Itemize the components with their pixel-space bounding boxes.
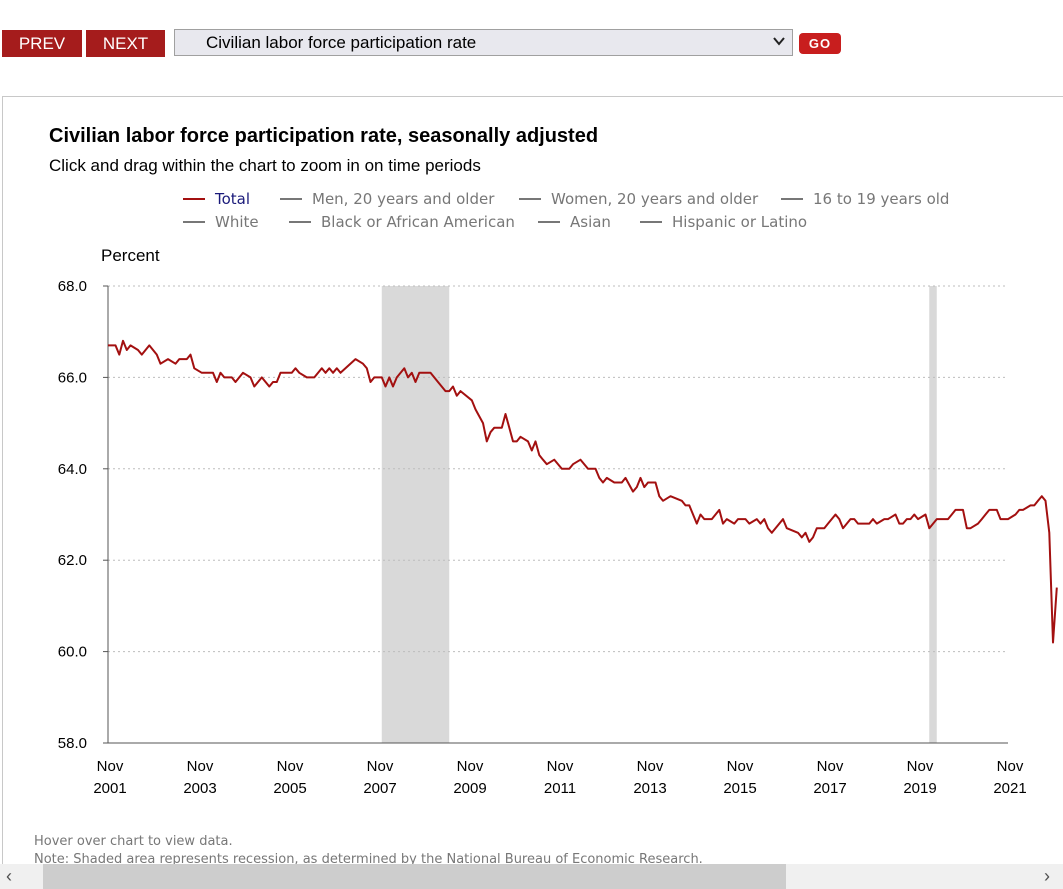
x-tick-month: Nov xyxy=(817,758,844,775)
legend-swatch xyxy=(640,221,662,223)
scrollbar-thumb[interactable] xyxy=(43,864,786,889)
x-tick-year: 2007 xyxy=(363,780,396,797)
line-chart[interactable]: 58.0 60.0 62.0 64.0 66.0 68.0 Nov 2001 Nov 2003 No… xyxy=(0,0,1063,830)
legend-label: Asian xyxy=(570,213,611,231)
series-select-value: Civilian labor force participation rate xyxy=(206,33,477,52)
legend-item-16-19[interactable]: 16 to 19 years old xyxy=(781,190,949,208)
horizontal-scrollbar[interactable]: ‹ › xyxy=(0,864,1063,889)
legend-item-hispanic[interactable]: Hispanic or Latino xyxy=(640,213,807,231)
chart-subtitle: Click and drag within the chart to zoom … xyxy=(49,156,481,175)
x-tick-year: 2005 xyxy=(273,780,306,797)
chevron-right-icon[interactable]: › xyxy=(1044,866,1050,886)
x-tick-month: Nov xyxy=(547,758,574,775)
recession-band xyxy=(929,286,937,743)
chart-title: Civilian labor force participation rate,… xyxy=(49,125,599,147)
legend-swatch xyxy=(183,198,205,200)
legend-swatch xyxy=(289,221,311,223)
x-tick-year: 2021 xyxy=(993,780,1026,797)
legend-item-women[interactable]: Women, 20 years and older xyxy=(519,190,758,208)
series-line-total xyxy=(108,339,1058,644)
x-tick-month: Nov xyxy=(277,758,304,775)
series-select[interactable]: Civilian labor force participation rate xyxy=(174,29,793,56)
x-tick-month: Nov xyxy=(727,758,754,775)
x-tick-month: Nov xyxy=(367,758,394,775)
y-tick-label: 58.0 xyxy=(58,735,87,752)
legend-label: Women, 20 years and older xyxy=(551,190,759,208)
x-tick-month: Nov xyxy=(457,758,484,775)
chart-panel xyxy=(2,96,1063,876)
chevron-left-icon[interactable]: ‹ xyxy=(6,866,12,886)
legend-item-total[interactable]: Total xyxy=(183,190,250,208)
legend-swatch xyxy=(280,198,302,200)
x-tick-month: Nov xyxy=(637,758,664,775)
x-tick-month: Nov xyxy=(907,758,934,775)
legend-swatch xyxy=(538,221,560,223)
y-tick-label: 60.0 xyxy=(58,644,87,661)
legend-label: Hispanic or Latino xyxy=(672,213,808,231)
x-tick-year: 2019 xyxy=(903,780,936,797)
y-axis-label: Percent xyxy=(101,246,160,265)
x-tick-year: 2009 xyxy=(453,780,486,797)
legend-swatch xyxy=(781,198,803,200)
recession-note: Note: Shaded area represents recession, … xyxy=(34,852,703,864)
legend-swatch xyxy=(519,198,541,200)
legend-item-white[interactable]: White xyxy=(183,213,259,231)
x-tick-year: 2013 xyxy=(633,780,666,797)
x-tick-month: Nov xyxy=(997,758,1024,775)
go-button[interactable]: GO xyxy=(799,33,841,54)
legend-label: Black or African American xyxy=(321,213,515,231)
legend-label: White xyxy=(215,213,259,231)
chevron-down-icon xyxy=(773,37,785,46)
legend-label: Men, 20 years and older xyxy=(312,190,495,208)
y-tick-label: 68.0 xyxy=(58,278,87,295)
x-tick-year: 2015 xyxy=(723,780,756,797)
legend-label: 16 to 19 years old xyxy=(813,190,950,208)
toolbar: PREV NEXT Civilian labor force participa… xyxy=(0,0,1063,70)
y-tick-label: 64.0 xyxy=(58,461,87,478)
y-tick-label: 62.0 xyxy=(58,552,87,569)
x-tick-month: Nov xyxy=(187,758,214,775)
legend-item-asian[interactable]: Asian xyxy=(538,213,611,231)
prev-button[interactable]: PREV xyxy=(2,30,82,57)
next-button[interactable]: NEXT xyxy=(86,30,165,57)
legend-item-men[interactable]: Men, 20 years and older xyxy=(280,190,494,208)
x-tick-year: 2001 xyxy=(93,780,126,797)
legend-item-black[interactable]: Black or African American xyxy=(289,213,515,231)
y-tick-label: 66.0 xyxy=(58,369,87,386)
hover-hint: Hover over chart to view data. xyxy=(34,834,233,849)
legend-swatch xyxy=(183,221,205,223)
x-tick-year: 2011 xyxy=(544,780,576,797)
recession-band xyxy=(381,286,450,743)
legend-label: Total xyxy=(215,190,251,208)
x-tick-year: 2003 xyxy=(183,780,216,797)
x-tick-year: 2017 xyxy=(813,780,846,797)
x-tick-month: Nov xyxy=(97,758,124,775)
